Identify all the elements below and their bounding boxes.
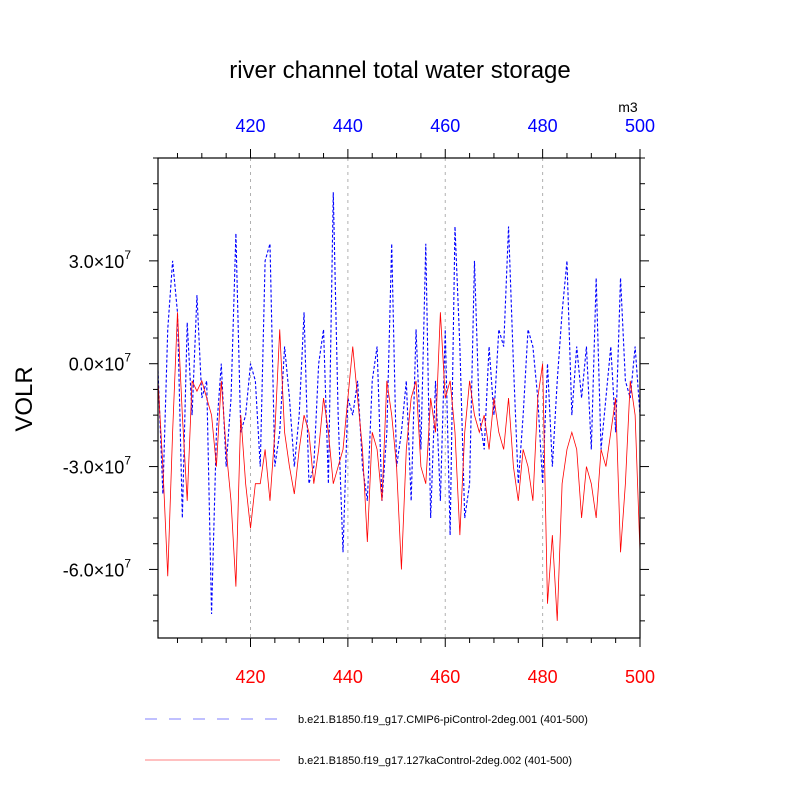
chart-title: river channel total water storage [229,57,571,84]
x-tick-label-top-420: 420 [235,116,265,136]
x-tick-label-bottom-420: 420 [235,667,265,687]
plot-frame [157,157,641,639]
series-layer [157,192,641,621]
axis-ticks [149,149,649,647]
x-tick-label-top-460: 460 [430,116,460,136]
series-line-1 [157,192,641,615]
x-tick-label-top-480: 480 [528,116,558,136]
x-tick-label-bottom-480: 480 [528,667,558,687]
y-axis-label: VOLR [11,366,38,431]
legend-label-2: b.e21.B1850.f19_g17.127kaControl-2deg.00… [298,755,572,767]
legend-label-1: b.e21.B1850.f19_g17.CMIP6-piControl-2deg… [298,714,588,726]
x-tick-label-bottom-440: 440 [333,667,363,687]
y-tick-label-0.0: 0.0×107 [69,351,132,375]
x-tick-label-bottom-460: 460 [430,667,460,687]
x-tick-label-bottom-500: 500 [625,667,655,687]
legend: b.e21.B1850.f19_g17.CMIP6-piControl-2deg… [145,714,588,767]
grid-lines [250,158,544,638]
y-tick-label-3.0: 3.0×107 [69,248,132,272]
axis-tick-labels: 420 420 440 440 460 460 480 480 500 500 3.0×107 0.0… [63,116,655,687]
y-tick-label--3.0: -3.0×107 [63,454,132,478]
series-line-2 [157,312,641,621]
x-tick-label-top-440: 440 [333,116,363,136]
y-tick-label--6.0: -6.0×107 [63,556,132,580]
x-tick-label-top-500: 500 [625,116,655,136]
units-label: m3 [618,99,638,115]
